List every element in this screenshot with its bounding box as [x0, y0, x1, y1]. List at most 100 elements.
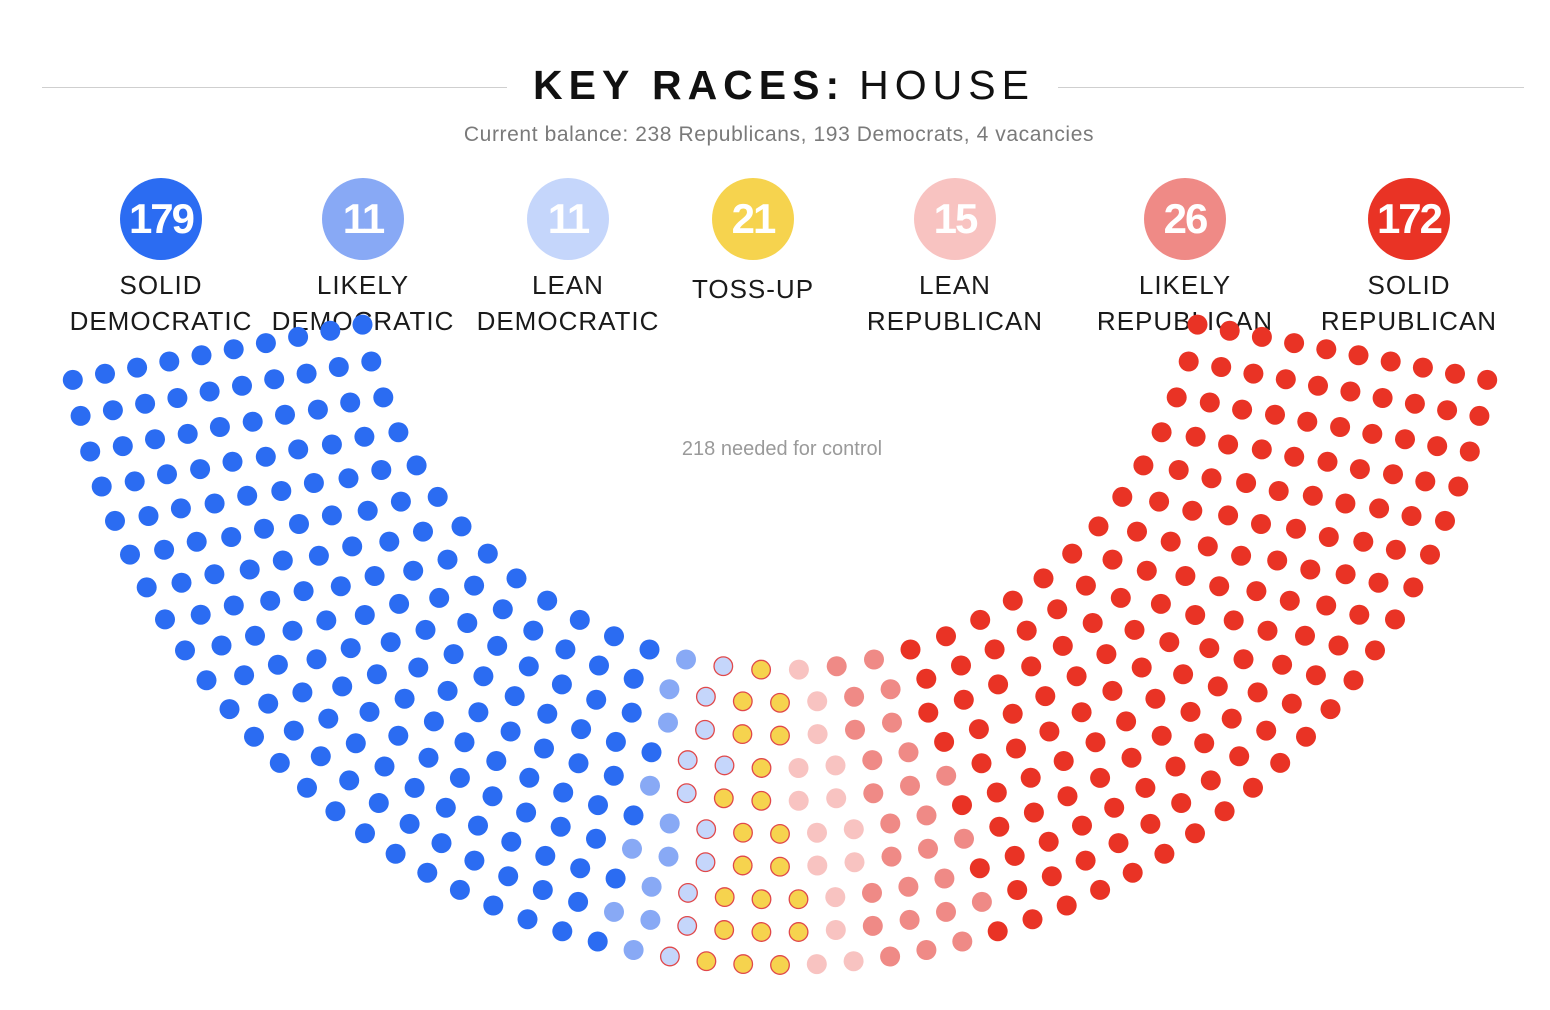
- seat-likely-rep: [916, 805, 937, 826]
- seat-solid-dem: [449, 879, 470, 900]
- seat-solid-rep: [1165, 756, 1186, 777]
- seat-solid-dem: [555, 639, 576, 660]
- seat-likely-dem: [640, 775, 660, 796]
- seat-solid-rep: [1006, 738, 1026, 759]
- seat-solid-rep: [1022, 909, 1043, 930]
- seat-likely-rep: [862, 750, 883, 771]
- seat-likely-dem: [604, 901, 624, 922]
- seat-solid-rep: [1041, 866, 1062, 887]
- seat-lean-rep: [806, 954, 827, 975]
- seat-lean-rep: [807, 691, 828, 712]
- seat-solid-rep: [1335, 564, 1356, 585]
- seat-solid-dem: [464, 850, 485, 871]
- seat-likely-rep: [844, 686, 865, 707]
- seat-solid-dem: [537, 590, 558, 611]
- seat-solid-rep: [1380, 351, 1401, 372]
- seat-solid-rep: [1267, 550, 1288, 571]
- seat-solid-rep: [1075, 850, 1096, 871]
- seat-tossup: [733, 822, 753, 843]
- seat-solid-rep: [1102, 680, 1123, 701]
- seat-likely-dem: [641, 876, 662, 897]
- legend-label-lean-republican: LEAN REPUBLICAN: [866, 270, 1044, 336]
- seat-lean-dem: [677, 750, 698, 771]
- seat-solid-rep: [1151, 422, 1172, 443]
- seat-likely-rep: [899, 909, 920, 930]
- seat-solid-dem: [316, 610, 337, 631]
- seat-solid-dem: [62, 369, 83, 390]
- seat-solid-rep: [1218, 505, 1239, 526]
- seat-solid-rep: [1330, 417, 1351, 437]
- seat-lean-dem: [678, 882, 698, 903]
- seat-solid-dem: [501, 831, 522, 852]
- seat-tossup: [714, 887, 735, 908]
- seat-solid-rep: [1185, 426, 1206, 447]
- seat-solid-dem: [429, 587, 450, 608]
- seat-solid-dem: [190, 459, 211, 480]
- seat-solid-rep: [1286, 518, 1306, 539]
- seat-lean-rep: [788, 659, 809, 680]
- seat-solid-rep: [1270, 752, 1291, 773]
- seat-solid-dem: [138, 506, 159, 526]
- seat-solid-dem: [283, 720, 304, 741]
- seat-solid-rep: [951, 655, 971, 676]
- seat-solid-rep: [1415, 471, 1436, 492]
- seat-solid-dem: [328, 357, 349, 377]
- seat-solid-rep: [1459, 441, 1480, 462]
- seat-solid-dem: [254, 518, 274, 539]
- seat-solid-dem: [223, 339, 244, 360]
- seat-solid-dem: [406, 455, 427, 476]
- seat-solid-dem: [468, 815, 488, 836]
- seat-solid-dem: [486, 751, 507, 771]
- seat-lean-dem: [714, 755, 735, 776]
- seat-solid-rep: [1020, 767, 1041, 788]
- seat-tossup: [770, 692, 790, 713]
- seat-solid-dem: [388, 422, 409, 443]
- seat-solid-rep: [1149, 491, 1170, 512]
- seat-solid-rep: [1281, 693, 1302, 714]
- seat-solid-rep: [1168, 460, 1189, 480]
- count-badge-solid-republican: 172: [1368, 178, 1450, 260]
- seat-lean-rep: [843, 819, 864, 840]
- seat-solid-rep: [970, 609, 991, 630]
- seat-likely-dem: [623, 940, 644, 960]
- seat-solid-rep: [1023, 802, 1044, 823]
- seat-solid-rep: [1185, 823, 1205, 844]
- seat-solid-dem: [390, 491, 411, 512]
- seat-solid-rep: [1305, 665, 1326, 686]
- seat-solid-dem: [154, 539, 175, 560]
- seat-solid-rep: [1035, 686, 1056, 707]
- seat-tossup: [732, 691, 753, 712]
- seat-lean-rep: [807, 822, 827, 843]
- seat-solid-dem: [297, 777, 317, 798]
- seat-solid-rep: [1122, 862, 1143, 883]
- seat-solid-rep: [1317, 451, 1338, 472]
- seat-solid-dem: [498, 866, 519, 887]
- seat-solid-rep: [1002, 590, 1023, 611]
- seat-solid-rep: [1247, 682, 1268, 703]
- seat-solid-rep: [1219, 320, 1240, 341]
- seat-lean-rep: [788, 758, 809, 778]
- seat-tossup: [788, 889, 809, 910]
- seat-solid-rep: [1178, 351, 1199, 372]
- seat-solid-rep: [1053, 751, 1074, 771]
- seat-solid-rep: [1200, 770, 1221, 791]
- seat-solid-dem: [506, 568, 527, 589]
- seat-solid-dem: [303, 473, 324, 493]
- seat-solid-dem: [255, 446, 276, 467]
- seat-solid-dem: [500, 721, 521, 742]
- seat-solid-rep: [1140, 813, 1161, 834]
- seat-solid-dem: [338, 468, 359, 489]
- seat-tossup: [751, 758, 772, 778]
- seat-solid-dem: [385, 843, 406, 864]
- seat-solid-dem: [340, 638, 361, 659]
- seat-solid-dem: [468, 702, 489, 723]
- seat-solid-dem: [289, 514, 309, 534]
- seat-solid-dem: [292, 682, 313, 703]
- seat-solid-rep: [934, 731, 955, 752]
- seat-solid-rep: [1445, 363, 1465, 384]
- seat-solid-dem: [423, 711, 444, 732]
- seat-solid-dem: [457, 613, 478, 633]
- seat-solid-dem: [449, 767, 470, 788]
- seat-solid-dem: [417, 862, 438, 883]
- seat-solid-dem: [306, 649, 327, 670]
